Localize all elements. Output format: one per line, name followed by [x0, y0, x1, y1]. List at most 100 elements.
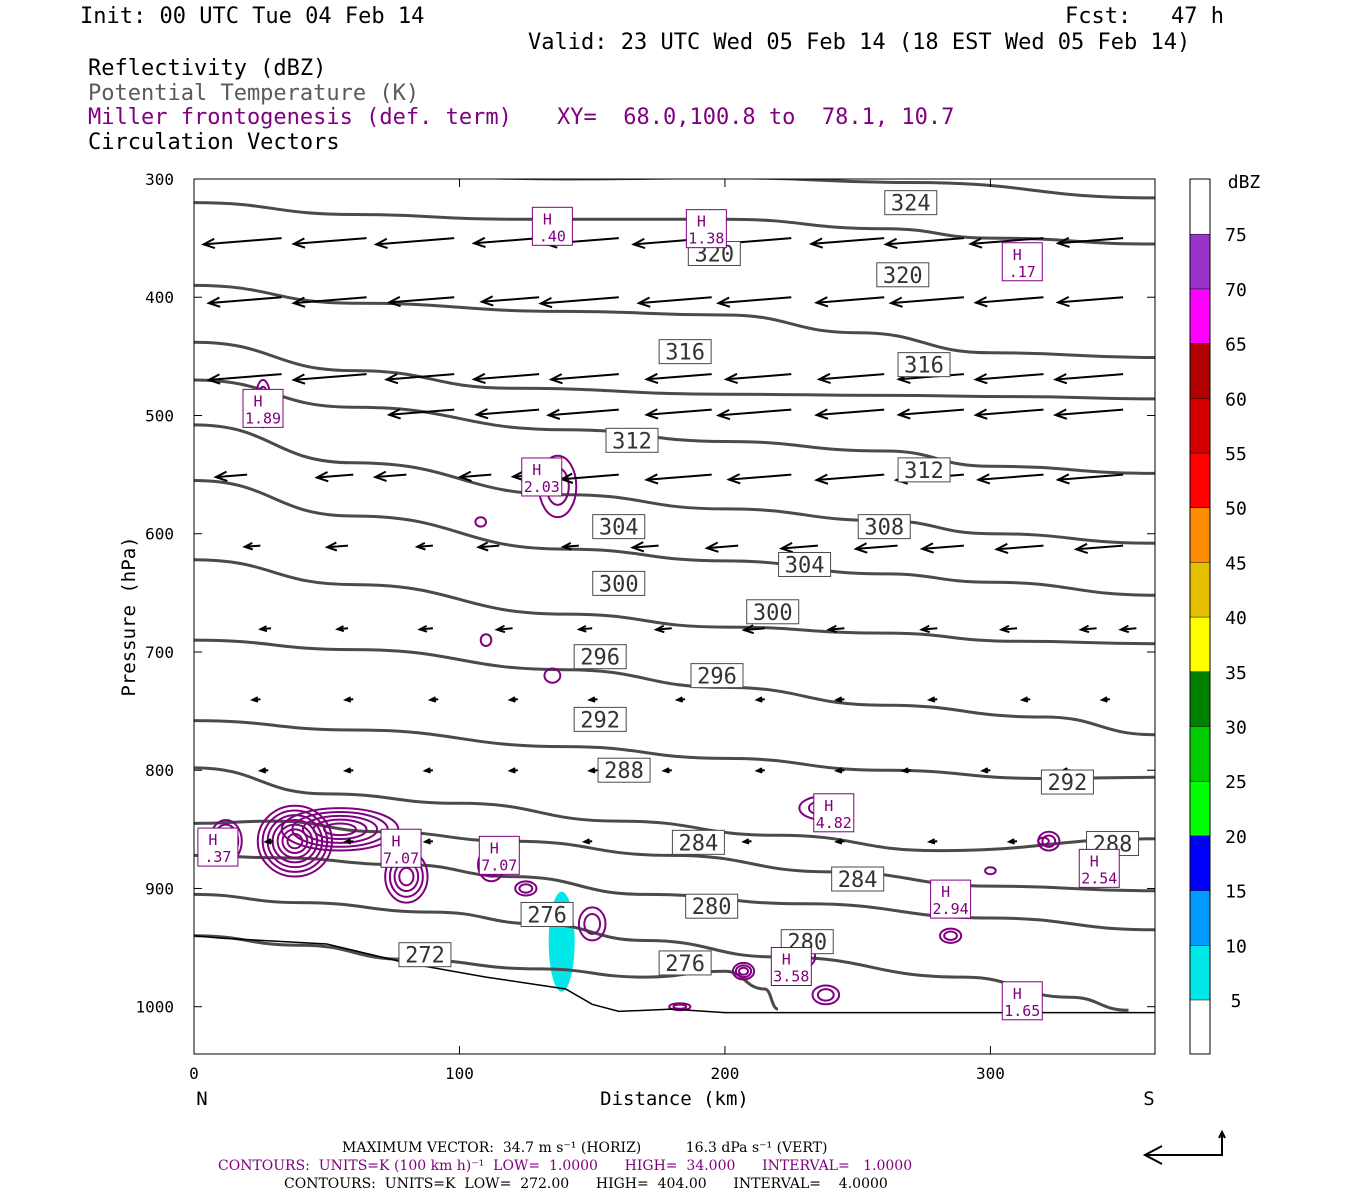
- circulation-vector: [581, 838, 593, 845]
- isentrope-label: 312: [605, 427, 659, 454]
- circulation-vector: [975, 473, 1044, 485]
- circulation-vector: [808, 237, 885, 249]
- circulation-vector: [754, 767, 765, 774]
- plot-frame: [193, 178, 1156, 1055]
- colorbar-label: 20: [1225, 827, 1247, 848]
- max-value-text: 1.89: [245, 409, 281, 427]
- circulation-vector: [741, 838, 752, 845]
- frontogenesis-contour: [734, 964, 753, 979]
- y-tick-label: 600: [145, 525, 174, 544]
- circulation-vector: [973, 373, 1044, 385]
- circulation-vector: [427, 696, 439, 703]
- y-tick-label: 800: [145, 761, 174, 780]
- frontogenesis-contour: [398, 866, 415, 887]
- x-tick-label: 200: [710, 1064, 739, 1083]
- max-value-text: 1.38: [688, 230, 724, 248]
- valid-time: Valid: 23 UTC Wed 05 Feb 14 (18 EST Wed …: [528, 30, 1191, 55]
- isentrope-label: 284: [671, 829, 725, 856]
- colorbar-label: 15: [1225, 882, 1247, 903]
- circulation-vector: [257, 767, 269, 774]
- circulation-vector: [644, 473, 712, 485]
- max-value-text: 7.07: [481, 856, 517, 874]
- frontogenesis-contour: [301, 814, 379, 844]
- colorbar-label: 30: [1225, 718, 1247, 739]
- field-reflectivity: Reflectivity (dBZ): [88, 56, 327, 81]
- isentrope-label-text: 292: [580, 708, 620, 733]
- x-tick-label: 0: [189, 1064, 199, 1083]
- colorbar-swatch: [1190, 398, 1210, 453]
- circulation-vector: [206, 373, 282, 385]
- isentrope-line: [194, 853, 1155, 932]
- frontogenesis-max-label: H2.54: [1078, 848, 1120, 888]
- isentrope-label-text: 292: [1048, 771, 1088, 796]
- colorbar-swatch: [1190, 562, 1210, 618]
- isentrope-line: [194, 423, 1155, 545]
- terrain-line: [194, 935, 1155, 1014]
- circulation-vector: [548, 373, 619, 385]
- isentrope-label-text: 324: [891, 192, 931, 217]
- circulation-vector: [422, 838, 433, 845]
- frontogenesis-contour: [583, 913, 602, 935]
- max-marker-text: H: [208, 831, 217, 849]
- isentrope-label: 320: [876, 262, 930, 289]
- max-marker-text: H: [392, 832, 401, 850]
- isentrope-line: [194, 934, 779, 1011]
- circulation-vector: [1078, 624, 1097, 634]
- max-marker-text: H: [1090, 852, 1099, 870]
- isentrope-label: 280: [685, 893, 739, 920]
- y-tick-label: 300: [145, 170, 174, 189]
- circulation-vector: [507, 767, 518, 774]
- frontogenesis-contour: [938, 927, 963, 944]
- circulation-vector: [968, 237, 1044, 249]
- isentrope-label: 304: [778, 551, 832, 578]
- circulation-vector: [644, 372, 712, 385]
- circulation-vector: [998, 624, 1018, 634]
- colorbar-label: 40: [1225, 608, 1247, 629]
- frontogenesis-contour: [323, 822, 357, 837]
- cross-section-endpoints: XY= 68.0,100.8 to 78.1, 10.7: [557, 105, 955, 130]
- colorbar-swatch: [1190, 945, 1210, 1000]
- frontogenesis-max-label: H4.82: [813, 793, 855, 833]
- circulation-vector: [726, 473, 792, 485]
- max-marker-text: H: [782, 951, 791, 969]
- y-tick-label: 500: [145, 406, 174, 425]
- circulation-vector: [1099, 696, 1110, 703]
- frontogenesis-contour: [514, 880, 538, 897]
- circulation-vector: [814, 408, 885, 420]
- circulation-vector: [314, 471, 354, 483]
- circulation-vector: [373, 237, 455, 250]
- isentrope-label: 292: [1040, 769, 1094, 796]
- south-label: S: [1143, 1088, 1154, 1110]
- colorbar-label: 35: [1225, 663, 1247, 684]
- isentrope-line: [194, 766, 1155, 853]
- colorbar-swatch: [1190, 234, 1210, 289]
- circulation-vector: [1052, 408, 1124, 420]
- isentrope-label-text: 312: [904, 459, 944, 484]
- north-label: N: [196, 1088, 207, 1110]
- circulation-vector: [973, 296, 1044, 308]
- circulation-vector: [507, 696, 518, 703]
- circulation-vector: [661, 767, 672, 774]
- circulation-vector: [291, 237, 367, 249]
- circulation-vector: [715, 408, 792, 421]
- colorbar-swatch: [1190, 288, 1210, 344]
- isentrope-label-text: 300: [753, 601, 793, 626]
- isentrope-label-text: 316: [904, 354, 944, 379]
- circulation-vector: [538, 296, 619, 309]
- isentrope-label: 308: [857, 514, 911, 541]
- circulation-vector: [576, 625, 593, 633]
- isentrope-label: 276: [658, 950, 712, 977]
- colorbar-title: dBZ: [1228, 172, 1261, 193]
- theta-contour-note: CONTOURS: UNITS=K LOW= 272.00 HIGH= 404.…: [284, 1176, 888, 1192]
- circulation-vector: [1019, 696, 1031, 703]
- max-value-text: 2.03: [524, 478, 560, 496]
- isentrope-label-text: 320: [883, 264, 923, 289]
- circulation-vector: [475, 541, 500, 552]
- circulation-vector: [900, 767, 911, 774]
- circulation-vector: [342, 696, 354, 703]
- circulation-vector: [335, 625, 349, 633]
- circulation-vector: [853, 542, 898, 554]
- circulation-vector: [674, 696, 686, 703]
- frontogenesis-contour: [577, 906, 607, 942]
- circulation-vector: [324, 541, 349, 552]
